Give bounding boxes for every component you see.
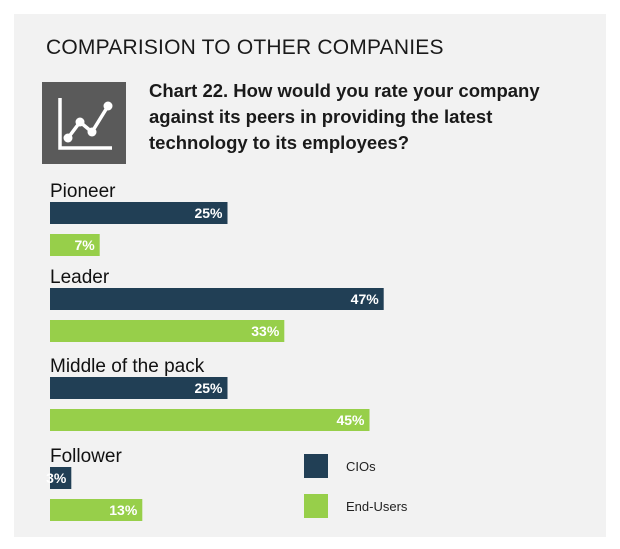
line-chart-icon bbox=[42, 82, 126, 164]
bar-end-users-leader bbox=[50, 320, 285, 342]
legend-label-cios: CIOs bbox=[346, 459, 376, 474]
section-title: COMPARISION TO OTHER COMPANIES bbox=[46, 36, 444, 59]
bar-cios-pioneer bbox=[50, 202, 228, 224]
chart-title: Chart 22. How would you rate your compan… bbox=[149, 80, 540, 153]
bar-end-users-middle-of-the-pack bbox=[50, 409, 370, 431]
category-label-middle-of-the-pack: Middle of the pack bbox=[50, 356, 205, 377]
data-label-cios-middle-of-the-pack: 25% bbox=[194, 380, 223, 396]
data-label-cios-follower: 3% bbox=[46, 470, 67, 486]
data-label-end-users-follower: 13% bbox=[109, 502, 138, 518]
category-label-leader: Leader bbox=[50, 267, 110, 288]
legend-swatch-cios bbox=[304, 454, 328, 478]
category-label-pioneer: Pioneer bbox=[50, 181, 116, 202]
data-label-end-users-middle-of-the-pack: 45% bbox=[336, 412, 365, 428]
data-label-cios-pioneer: 25% bbox=[194, 205, 223, 221]
bar-cios-middle-of-the-pack bbox=[50, 377, 228, 399]
bar-end-users-pioneer bbox=[50, 234, 100, 256]
bar-end-users-follower bbox=[50, 499, 143, 521]
data-label-cios-leader: 47% bbox=[351, 291, 380, 307]
bar-cios-leader bbox=[50, 288, 384, 310]
bar-cios-follower bbox=[50, 467, 72, 489]
data-label-end-users-leader: 33% bbox=[251, 323, 280, 339]
chart-card: COMPARISION TO OTHER COMPANIES Chart 22.… bbox=[14, 14, 606, 537]
data-label-end-users-pioneer: 7% bbox=[74, 237, 95, 253]
legend-label-end-users: End-Users bbox=[346, 499, 408, 514]
legend-swatch-end-users bbox=[304, 494, 328, 518]
category-label-follower: Follower bbox=[50, 446, 122, 467]
